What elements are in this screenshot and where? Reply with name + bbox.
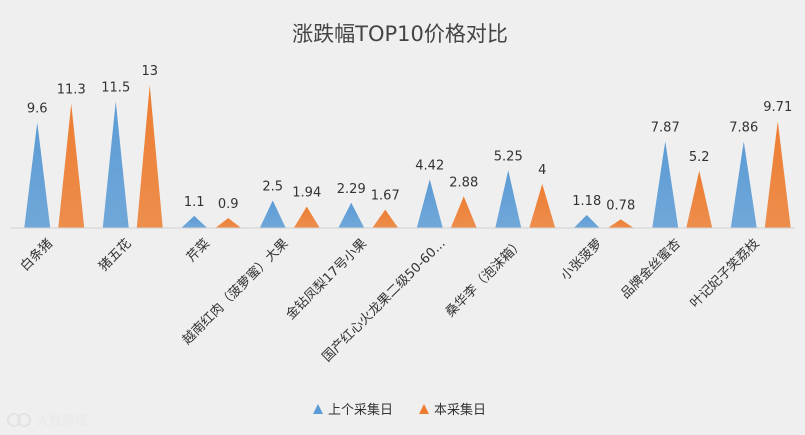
- category-label-6: 桑华李（泡沫箱）: [442, 236, 527, 321]
- data-label-prev-3: 2.5: [262, 180, 283, 195]
- data-label-curr-8: 5.2: [689, 150, 710, 165]
- mark-prev-5[interactable]: [416, 179, 443, 228]
- category-label-7: 小张菠萝: [558, 236, 605, 283]
- watermark-text: 大数跨境: [36, 414, 88, 429]
- data-label-prev-1: 11.5: [101, 81, 130, 96]
- data-label-prev-5: 4.42: [415, 158, 444, 173]
- chart-legend: 上个采集日 本采集日: [313, 402, 486, 418]
- data-label-curr-0: 11.3: [57, 83, 86, 98]
- watermark: 大数跨境: [7, 413, 88, 429]
- legend-label-curr: 本采集日: [434, 402, 486, 418]
- mark-prev-6[interactable]: [495, 170, 522, 228]
- mark-prev-0[interactable]: [24, 122, 51, 228]
- data-label-prev-0: 9.6: [27, 101, 48, 116]
- mark-curr-8[interactable]: [686, 170, 713, 228]
- category-label-1: 猪五花: [96, 236, 135, 275]
- data-label-prev-4: 2.29: [337, 182, 366, 197]
- mark-curr-7[interactable]: [607, 219, 634, 228]
- data-label-curr-7: 0.78: [606, 198, 635, 213]
- mark-prev-2[interactable]: [181, 215, 208, 228]
- mark-prev-1[interactable]: [102, 101, 129, 229]
- mark-curr-4[interactable]: [372, 209, 399, 228]
- data-label-curr-9: 9.71: [763, 100, 792, 115]
- mark-prev-4[interactable]: [338, 202, 365, 228]
- mark-prev-7[interactable]: [573, 215, 600, 228]
- mark-curr-6[interactable]: [529, 184, 556, 228]
- mark-curr-0[interactable]: [58, 103, 85, 228]
- mark-curr-9[interactable]: [764, 121, 791, 228]
- category-label-2: 芹菜: [184, 236, 213, 265]
- data-label-curr-3: 1.94: [292, 186, 321, 201]
- watermark-logo: [7, 413, 31, 427]
- data-label-curr-1: 13: [141, 64, 158, 79]
- mark-curr-2[interactable]: [215, 218, 242, 228]
- data-label-curr-2: 0.9: [218, 197, 239, 212]
- mark-prev-8[interactable]: [652, 141, 679, 228]
- legend-item-prev[interactable]: 上个采集日: [313, 402, 393, 418]
- category-label-9: 叶记妃子笑荔枝: [687, 236, 763, 312]
- legend-marker-curr: [419, 404, 429, 414]
- legend-marker-prev: [313, 404, 323, 414]
- data-label-prev-8: 7.87: [651, 120, 680, 135]
- mark-curr-3[interactable]: [293, 206, 320, 228]
- data-label-curr-5: 2.88: [449, 175, 478, 190]
- data-label-curr-6: 4: [538, 163, 546, 178]
- legend-label-prev: 上个采集日: [328, 402, 393, 418]
- data-label-prev-9: 7.86: [729, 121, 758, 136]
- chart-title: 涨跌幅TOP10价格对比: [292, 22, 508, 46]
- mark-prev-3[interactable]: [259, 200, 286, 229]
- data-label-prev-6: 5.25: [494, 149, 523, 164]
- data-label-prev-7: 1.18: [572, 194, 601, 209]
- legend-item-curr[interactable]: 本采集日: [419, 402, 486, 418]
- mark-curr-5[interactable]: [450, 196, 477, 228]
- data-label-prev-2: 1.1: [184, 195, 205, 210]
- category-label-0: 白条猪: [17, 236, 56, 275]
- data-label-curr-4: 1.67: [371, 189, 400, 204]
- category-label-8: 品牌金丝蜜杏: [618, 236, 684, 302]
- category-label-5: 国产红心火龙果二级50-60...: [319, 236, 449, 366]
- mark-prev-9[interactable]: [730, 141, 757, 228]
- category-label-4: 金钻凤梨17号小果: [283, 236, 370, 323]
- mark-curr-1[interactable]: [136, 85, 163, 228]
